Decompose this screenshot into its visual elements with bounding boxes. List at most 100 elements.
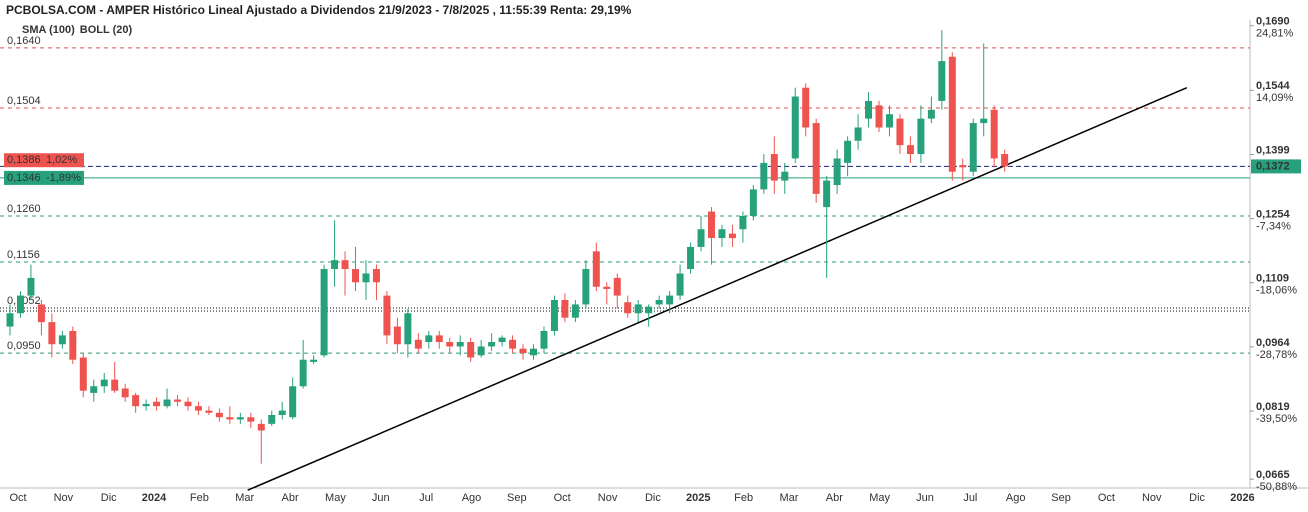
candle-body xyxy=(331,260,339,270)
candle-body xyxy=(414,339,422,349)
candle-body xyxy=(393,326,401,345)
candle-body xyxy=(58,335,66,345)
candle-body xyxy=(289,386,297,418)
candle-body xyxy=(582,269,590,305)
x-tick-label: Feb xyxy=(190,492,209,504)
candle-body xyxy=(770,154,778,181)
candle-body xyxy=(215,412,223,418)
candle-body xyxy=(299,359,307,387)
candle-body xyxy=(509,339,517,349)
candle-body xyxy=(404,313,412,345)
y-tick-label: 0,1254 xyxy=(1256,209,1291,221)
x-tick-label: Sep xyxy=(507,492,527,504)
candle-body xyxy=(802,87,810,128)
y-tick-label: 0,0964 xyxy=(1256,337,1291,349)
x-tick-label: Nov xyxy=(1142,492,1162,504)
x-tick-label: Feb xyxy=(734,492,753,504)
x-tick-label: Ago xyxy=(462,492,482,504)
y-pct-label: -28,78% xyxy=(1256,349,1297,361)
candle-body xyxy=(844,140,852,163)
candle-body xyxy=(372,269,380,283)
candle-body xyxy=(666,295,674,305)
level-label: 0,1640 xyxy=(7,35,41,47)
last-price-tag xyxy=(1251,159,1301,174)
candle-body xyxy=(624,302,632,314)
candle-body xyxy=(906,145,914,155)
candle-body xyxy=(153,401,161,407)
candle-body xyxy=(550,300,558,331)
price-tag-label: 0,1386 xyxy=(7,154,41,166)
candle-body xyxy=(142,403,150,407)
candle-body xyxy=(530,348,537,356)
y-tick-label: 0,1690 xyxy=(1256,16,1290,28)
y-pct-label: -39,50% xyxy=(1256,413,1297,425)
x-tick-label: Nov xyxy=(598,492,618,504)
candle-body xyxy=(603,286,611,289)
x-tick-label: Mar xyxy=(779,492,798,504)
legend-entry: BOLL (20) xyxy=(80,24,133,36)
candle-body xyxy=(236,417,244,420)
candle-body xyxy=(718,229,726,239)
candle-body xyxy=(247,417,255,422)
candle-body xyxy=(760,162,768,190)
y-pct-label: -7,34% xyxy=(1256,221,1291,233)
candle-body xyxy=(990,109,998,159)
candle-body xyxy=(969,123,977,172)
candle-body xyxy=(100,379,108,387)
candle-body xyxy=(938,61,946,101)
candle-body xyxy=(194,406,202,411)
candle-body xyxy=(383,295,391,336)
candle-body xyxy=(435,335,443,343)
x-tick-label: 2026 xyxy=(1230,492,1254,504)
candle-body xyxy=(79,357,87,391)
candle-body xyxy=(592,251,600,287)
candle-body xyxy=(48,322,56,345)
candle-body xyxy=(226,417,234,420)
candle-body xyxy=(205,410,213,413)
price-tag xyxy=(4,153,84,168)
candle-body xyxy=(27,277,35,296)
candle-body xyxy=(477,346,485,356)
x-tick-label: Oct xyxy=(554,492,571,504)
candle-body xyxy=(341,260,349,270)
level-label: 0,1260 xyxy=(7,203,41,215)
candle-body xyxy=(278,410,286,416)
candle-body xyxy=(980,118,988,124)
price-tag-change: -1,89% xyxy=(46,172,81,184)
x-tick-label: Jul xyxy=(963,492,977,504)
x-tick-label: Oct xyxy=(1098,492,1115,504)
candle-body xyxy=(1001,154,1009,167)
candle-body xyxy=(948,56,956,172)
candle-body xyxy=(655,300,663,305)
legend-entry: SMA (100) xyxy=(22,24,75,36)
x-tick-label: Mar xyxy=(235,492,254,504)
candle-body xyxy=(571,304,579,318)
candle-body xyxy=(111,379,119,391)
level-label: 0,0950 xyxy=(7,340,41,352)
x-tick-label: Jul xyxy=(419,492,433,504)
candle-body xyxy=(927,109,935,119)
candle-body xyxy=(498,337,506,343)
candle-body xyxy=(749,189,757,216)
chart-title: PCBOLSA.COM - AMPER Histórico Lineal Aju… xyxy=(6,3,632,17)
y-tick-label: 0,1399 xyxy=(1256,144,1290,156)
candle-body xyxy=(697,229,705,247)
y-tick-label: 0,0665 xyxy=(1256,469,1290,481)
y-tick-label: 0,1109 xyxy=(1256,273,1289,285)
y-pct-label: 24,81% xyxy=(1256,28,1294,40)
trendline xyxy=(247,86,1188,491)
candle-body xyxy=(121,388,129,398)
candle-body xyxy=(645,306,653,314)
candle-body xyxy=(90,386,98,393)
x-tick-label: Jun xyxy=(916,492,934,504)
candle-body xyxy=(687,246,695,270)
x-tick-label: Sep xyxy=(1051,492,1071,504)
price-tag-label: 0,1346 xyxy=(7,172,41,184)
candle-body xyxy=(362,273,370,283)
level-label: 0,1504 xyxy=(7,95,41,107)
candle-body xyxy=(865,100,873,119)
candle-body xyxy=(854,127,862,141)
candle-body xyxy=(467,342,475,358)
